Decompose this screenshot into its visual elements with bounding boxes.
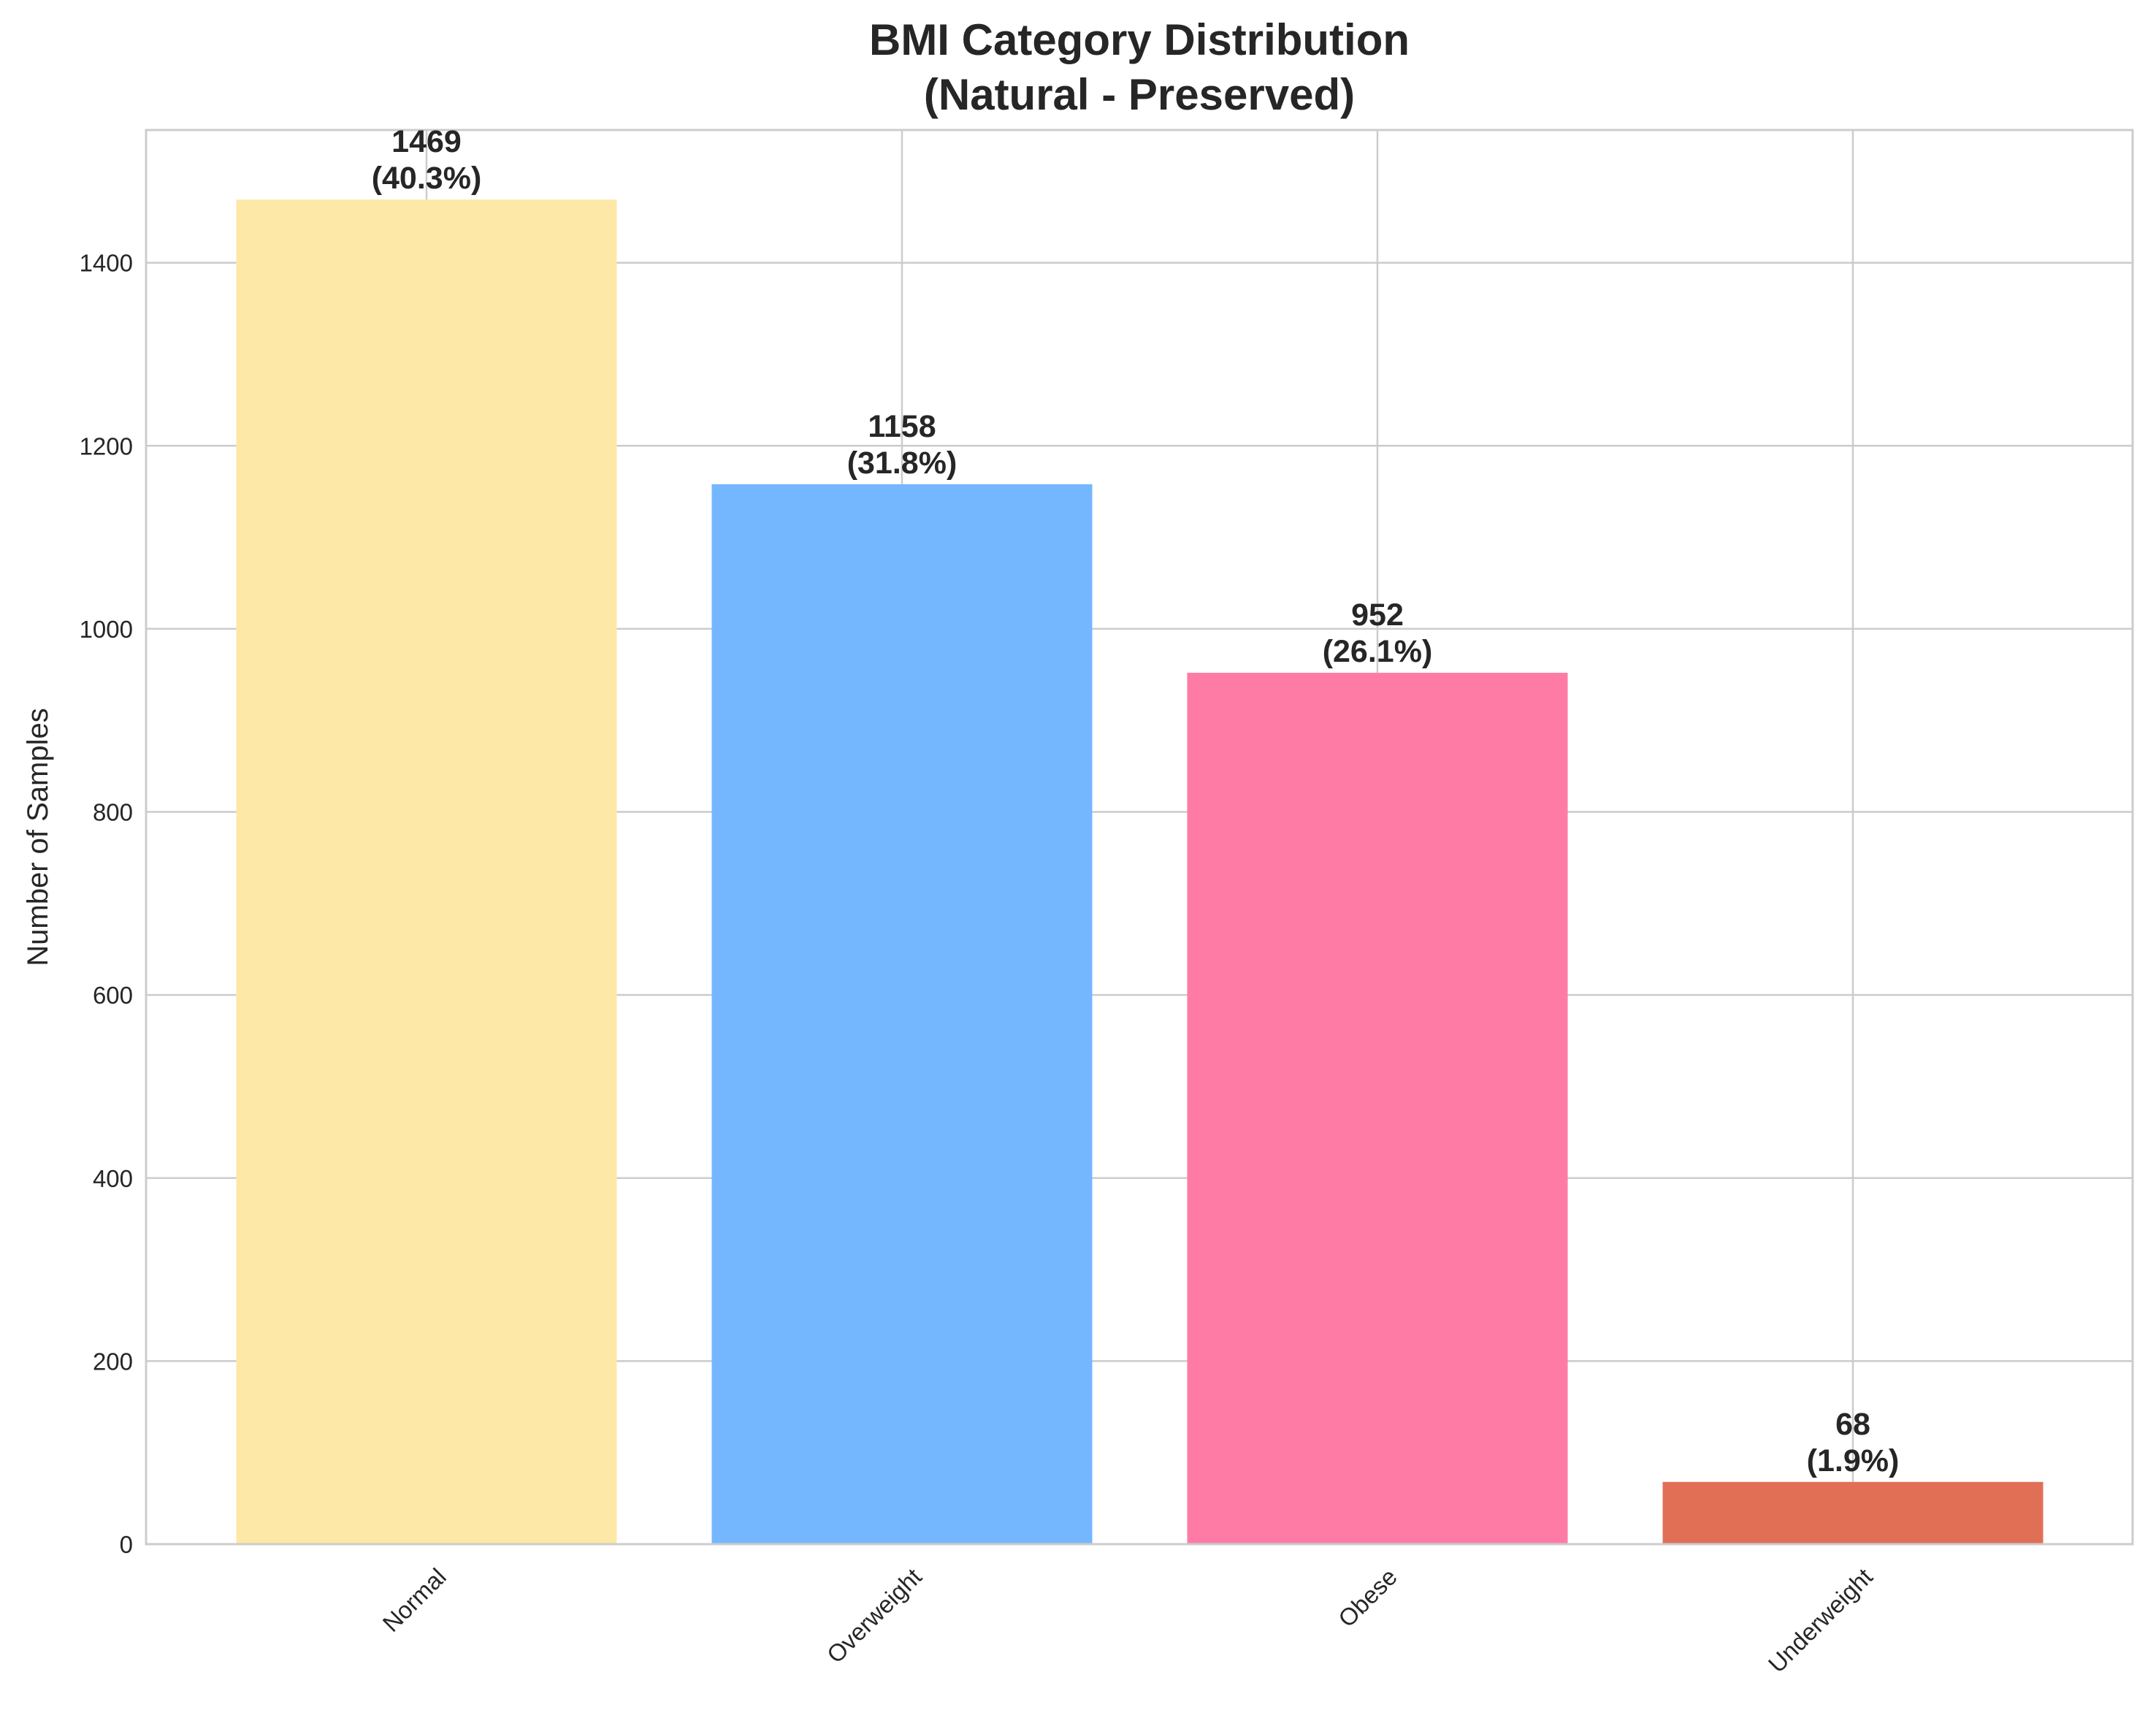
bar-normal [236,199,617,1544]
bar-underweight [1662,1481,2044,1544]
y-axis-label: Number of Samples [22,708,54,966]
plot-area-frame [145,129,2134,1546]
bar-value-label: 1158 [868,409,936,444]
data-labels: 1469(40.3%) 1158(31.8%) 952(26.1%) 68(1.9%) [372,124,1900,1478]
y-axis-ticks: 0 200 400 600 800 1000 1200 1400 [80,250,133,1558]
bar-percent-label: (31.8%) [847,446,957,481]
bar-value-label: 68 [1835,1407,1870,1442]
chart-subtitle: (Natural - Preserved) [924,70,1355,119]
y-tick-label: 1200 [80,432,133,459]
y-tick-label: 0 [120,1531,133,1558]
y-tick-label: 600 [93,982,133,1009]
y-tick-label: 800 [93,799,133,826]
bar-percent-label: (26.1%) [1323,634,1433,669]
bar-value-label: 1469 [391,124,462,159]
y-tick-label: 1000 [80,616,133,643]
y-tick-label: 1400 [80,250,133,277]
y-tick-label: 200 [93,1348,133,1375]
chart-title: BMI Category Distribution [869,15,1410,64]
bar-percent-label: (1.9%) [1807,1443,1900,1478]
bar-overweight [711,484,1093,1544]
bar-percent-label: (40.3%) [372,161,482,196]
y-tick-label: 400 [93,1165,133,1192]
bar-value-label: 952 [1351,598,1404,633]
bars [236,199,2044,1544]
bar-obese [1187,673,1568,1544]
